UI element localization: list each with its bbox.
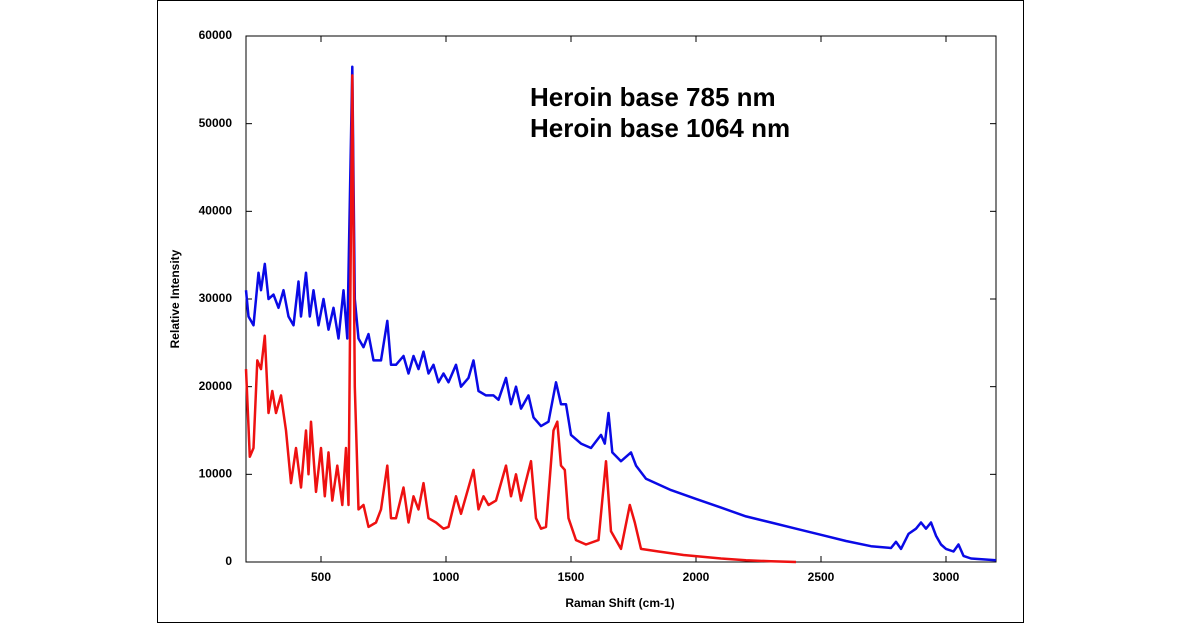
y-tick-label: 20000	[199, 379, 233, 393]
x-axis-label: Raman Shift (cm-1)	[565, 596, 674, 610]
x-tick-label: 2500	[808, 570, 835, 584]
x-tick-label: 500	[311, 570, 331, 584]
y-axis-label: Relative Intensity	[168, 249, 182, 348]
y-tick-label: 40000	[199, 204, 233, 218]
legend-entry: Heroin base 1064 nm	[530, 113, 790, 143]
x-tick-label: 2000	[683, 570, 710, 584]
x-tick-label: 3000	[933, 570, 960, 584]
y-tick-label: 10000	[199, 467, 233, 481]
y-tick-label: 50000	[199, 116, 233, 130]
x-tick-label: 1500	[558, 570, 585, 584]
series-line	[244, 65, 997, 562]
y-tick-label: 0	[225, 554, 232, 568]
legend-entry: Heroin base 785 nm	[530, 82, 776, 112]
y-tick-label: 60000	[199, 28, 233, 42]
y-tick-label: 30000	[199, 291, 233, 305]
series-line	[244, 74, 797, 564]
x-tick-label: 1000	[433, 570, 460, 584]
